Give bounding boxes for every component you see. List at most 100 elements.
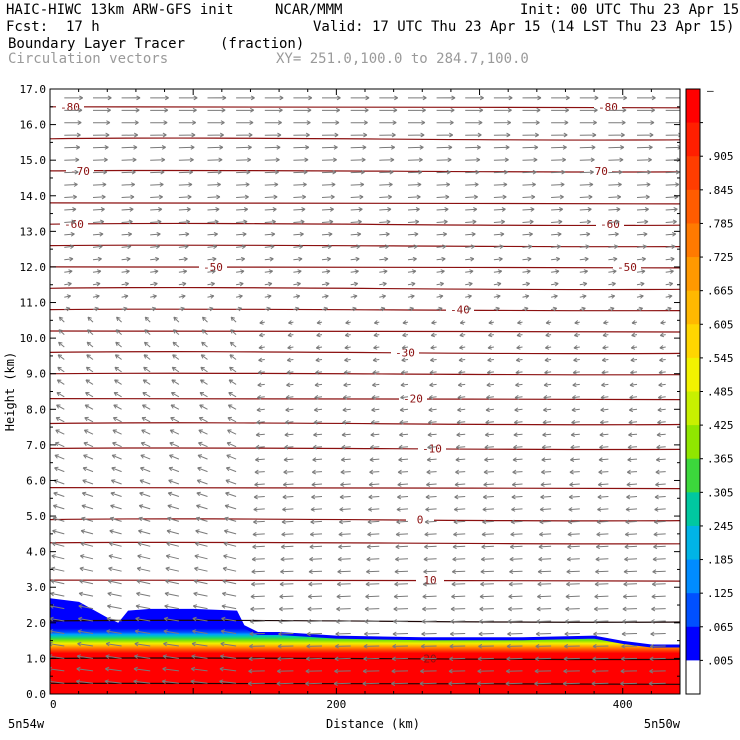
vector-arrow xyxy=(493,256,503,262)
vector-arrow xyxy=(522,182,536,187)
vector-arrow xyxy=(421,631,437,637)
vector-arrow xyxy=(64,157,80,163)
vector-arrow xyxy=(627,444,638,450)
vector-arrow xyxy=(170,404,180,410)
vector-arrow xyxy=(601,357,609,363)
vector-arrow xyxy=(190,666,208,672)
colorbar-swatch xyxy=(686,626,700,661)
vector-arrow xyxy=(436,244,447,250)
vector-arrow xyxy=(64,132,81,138)
vector-arrow xyxy=(513,432,523,438)
vector-arrow xyxy=(228,392,237,398)
vector-arrow xyxy=(507,619,523,624)
vector-arrow xyxy=(579,169,594,175)
vector-arrow xyxy=(522,231,533,237)
vector-arrow xyxy=(493,269,503,274)
vector-arrow xyxy=(350,306,357,312)
vector-arrow xyxy=(537,594,552,599)
vector-arrow xyxy=(601,370,609,375)
vector-arrow xyxy=(339,507,351,512)
vector-arrow xyxy=(625,507,638,512)
vector-arrow xyxy=(493,157,509,163)
vector-arrow xyxy=(551,269,560,274)
vector-arrow xyxy=(538,544,552,550)
y-tick-label: 10.0 xyxy=(20,332,47,345)
vector-arrow xyxy=(121,256,131,262)
vector-arrow xyxy=(321,120,340,126)
vector-arrow xyxy=(597,507,609,512)
vector-arrow xyxy=(227,429,237,435)
vector-arrow xyxy=(566,569,580,575)
vector-arrow xyxy=(150,306,157,312)
vector-arrow xyxy=(92,157,108,163)
vector-arrow xyxy=(321,107,341,113)
vector-arrow xyxy=(227,416,237,423)
vector-arrow xyxy=(484,444,494,450)
vector-arrow xyxy=(338,519,351,525)
vector-arrow xyxy=(608,194,622,200)
colorbar-swatch xyxy=(686,189,700,224)
vector-arrow xyxy=(379,169,394,175)
vector-arrow xyxy=(92,231,104,237)
vector-arrow xyxy=(483,482,494,487)
vector-arrow xyxy=(150,194,163,200)
vector-arrow xyxy=(248,668,265,674)
vector-arrow xyxy=(544,357,552,363)
vector-arrow xyxy=(282,507,294,512)
vector-arrow xyxy=(282,482,294,487)
vector-arrow xyxy=(113,392,122,398)
vector-arrow xyxy=(422,606,437,612)
vector-arrow xyxy=(459,332,466,338)
vector-arrow xyxy=(344,357,351,363)
vector-arrow xyxy=(514,407,523,413)
colorbar-swatch xyxy=(686,223,700,258)
vector-arrow xyxy=(140,441,151,448)
vector-arrow xyxy=(623,581,638,587)
vector-arrow xyxy=(421,619,437,624)
vector-arrow xyxy=(85,379,94,385)
vector-arrow xyxy=(655,469,666,475)
vector-arrow xyxy=(115,329,122,335)
vector-arrow xyxy=(629,382,638,388)
vector-arrow xyxy=(334,643,351,649)
vector-arrow xyxy=(236,207,249,212)
vector-arrow xyxy=(579,207,592,212)
vector-arrow xyxy=(371,394,380,400)
vector-arrow xyxy=(465,219,477,225)
vector-arrow xyxy=(307,619,323,624)
vector-arrow xyxy=(314,394,323,400)
vector-arrow xyxy=(236,169,251,175)
vector-arrow xyxy=(135,616,151,622)
vector-arrow xyxy=(111,454,122,460)
vector-arrow xyxy=(651,594,666,599)
vector-arrow xyxy=(115,341,122,348)
vector-arrow xyxy=(457,407,466,413)
vector-arrow xyxy=(436,120,454,126)
vector-arrow xyxy=(64,207,77,212)
vector-arrow xyxy=(656,432,666,438)
vector-arrow xyxy=(150,120,168,126)
vector-arrow xyxy=(195,516,208,522)
vector-arrow xyxy=(541,469,552,475)
vector-arrow xyxy=(516,332,523,338)
vector-arrow xyxy=(110,479,122,485)
vector-arrow xyxy=(608,120,626,126)
vector-arrow xyxy=(197,454,208,460)
vector-arrow xyxy=(198,441,208,448)
vector-arrow xyxy=(253,507,265,512)
vector-arrow xyxy=(121,219,133,225)
vector-arrow xyxy=(506,656,523,662)
vector-arrow xyxy=(579,120,597,126)
vector-arrow xyxy=(600,394,609,400)
x-axis-label: Distance (km) xyxy=(326,717,420,731)
isotherm-label: -60 xyxy=(64,218,84,231)
vector-arrow xyxy=(76,666,94,672)
vector-arrow xyxy=(608,231,619,237)
vector-arrow xyxy=(335,619,351,624)
vector-arrow xyxy=(392,643,409,649)
vector-arrow xyxy=(457,382,466,388)
vector-arrow xyxy=(602,332,609,338)
vector-arrow xyxy=(221,591,237,597)
vector-arrow xyxy=(92,107,111,113)
vector-arrow xyxy=(458,357,466,363)
